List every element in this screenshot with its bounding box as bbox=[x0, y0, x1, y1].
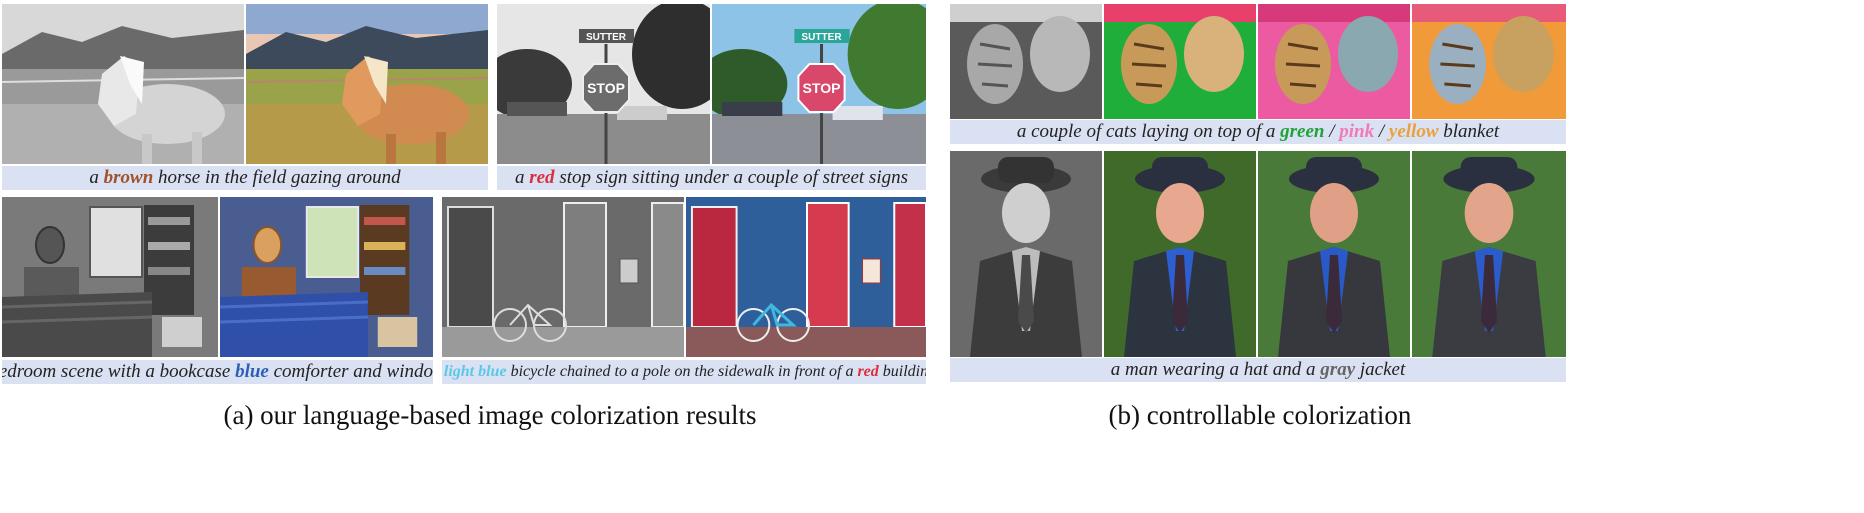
caption-keyword: light blue bbox=[443, 363, 507, 380]
caption-bicycle: a light blue bicycle chained to a pole o… bbox=[442, 360, 926, 384]
caption-text: a bbox=[514, 167, 530, 188]
subcaption-a: (a) our language-based image colorizatio… bbox=[223, 400, 757, 430]
stop-sign-colorized-image: SUTTER STOP bbox=[712, 4, 926, 164]
caption-text: building bbox=[882, 363, 926, 380]
caption-text: jacket bbox=[1355, 359, 1406, 380]
bedroom-colorized-image bbox=[220, 197, 433, 357]
cats-yellow-blanket-image bbox=[1412, 4, 1566, 119]
caption-keyword: red bbox=[857, 363, 879, 380]
stop-sign-text: STOP bbox=[587, 80, 625, 96]
horse-colorized-image bbox=[246, 4, 488, 164]
caption-keyword: yellow bbox=[1388, 121, 1439, 142]
caption-text: blanket bbox=[1438, 121, 1500, 142]
cats-green-blanket-image bbox=[1104, 4, 1256, 119]
caption-stop-sign: a red stop sign sitting under a couple o… bbox=[497, 166, 926, 190]
caption-text: bedroom scene with a bookcase bbox=[2, 361, 236, 382]
caption-text: stop sign sitting under a couple of stre… bbox=[554, 167, 908, 188]
caption-keyword: brown bbox=[103, 167, 154, 188]
bicycle-grayscale-image bbox=[442, 197, 684, 357]
caption-keyword: blue bbox=[235, 361, 269, 382]
bicycle-colorized-image bbox=[686, 197, 926, 357]
man-colorized-image-2 bbox=[1258, 151, 1410, 357]
caption-horse: a brown horse in the field gazing around bbox=[2, 166, 488, 190]
caption-bedroom: bedroom scene with a bookcase blue comfo… bbox=[2, 360, 433, 384]
caption-man: a man wearing a hat and a gray jacket bbox=[950, 358, 1566, 382]
caption-text: / bbox=[1374, 121, 1389, 142]
caption-text: a man wearing a hat and a bbox=[1110, 359, 1321, 380]
caption-text: a couple of cats laying on top of a bbox=[1016, 121, 1281, 142]
caption-keyword: red bbox=[529, 167, 555, 188]
subcaption-b: (b) controllable colorization bbox=[1108, 400, 1412, 430]
man-colorized-image-1 bbox=[1104, 151, 1256, 357]
bedroom-grayscale-image bbox=[2, 197, 218, 357]
caption-keyword: gray bbox=[1320, 359, 1356, 380]
caption-text: horse in the field gazing around bbox=[153, 167, 401, 188]
stop-sign-grayscale-image: SUTTER STOP bbox=[497, 4, 710, 164]
caption-text: comforter and window bbox=[268, 361, 433, 382]
cats-pink-blanket-image bbox=[1258, 4, 1410, 119]
caption-text: / bbox=[1324, 121, 1340, 142]
man-colorized-image-3 bbox=[1412, 151, 1566, 357]
man-grayscale-image bbox=[950, 151, 1102, 357]
street-sign-text-color: SUTTER bbox=[801, 32, 842, 43]
caption-text: a bbox=[89, 167, 104, 188]
caption-keyword: pink bbox=[1339, 121, 1375, 142]
street-sign-text: SUTTER bbox=[586, 32, 627, 43]
caption-keyword: green bbox=[1280, 121, 1325, 142]
cats-grayscale-image bbox=[950, 4, 1102, 119]
horse-grayscale-image bbox=[2, 4, 244, 164]
caption-cats: a couple of cats laying on top of a gree… bbox=[950, 120, 1566, 144]
caption-text: bicycle chained to a pole on the sidewal… bbox=[506, 363, 858, 380]
stop-sign-text-color: STOP bbox=[803, 80, 841, 96]
